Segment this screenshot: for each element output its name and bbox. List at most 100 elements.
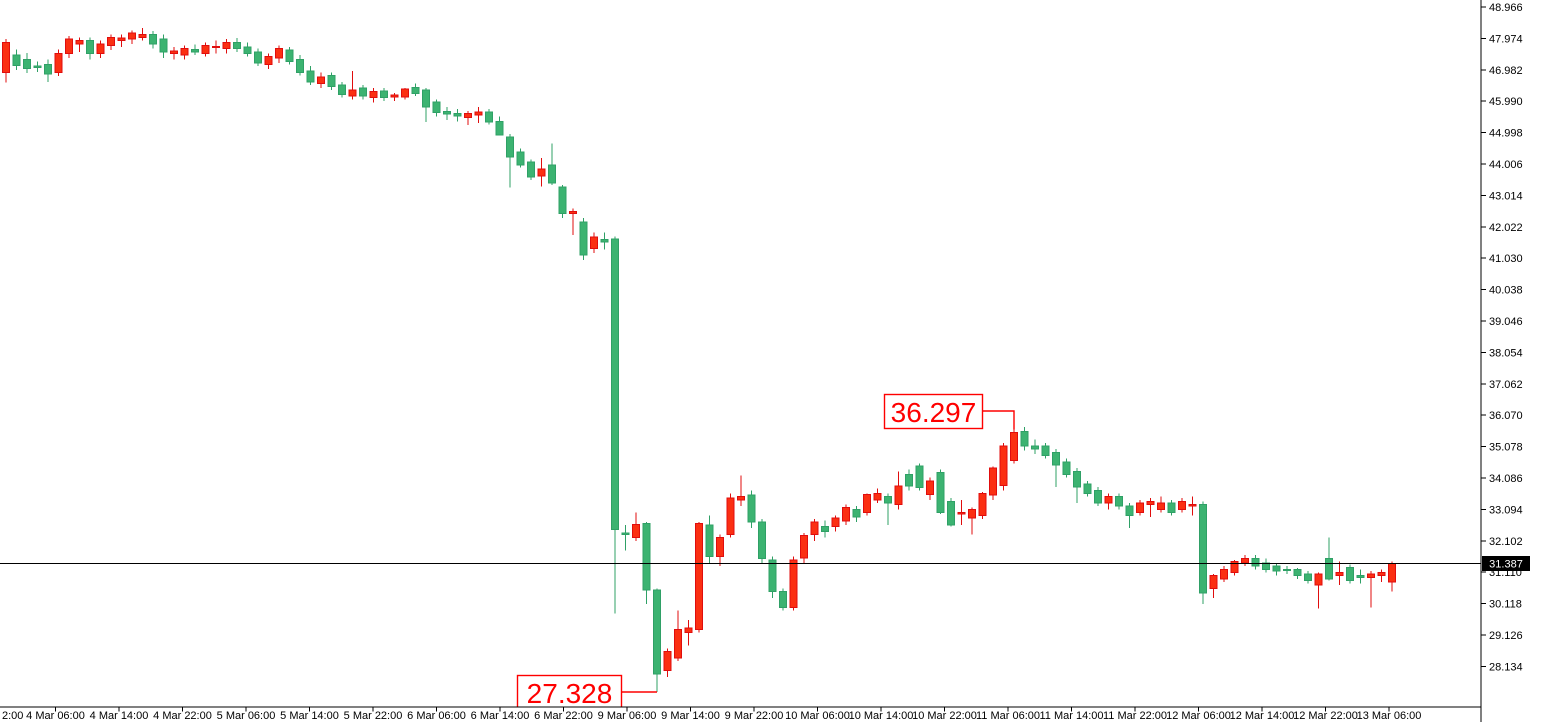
- candle-body: [1304, 573, 1312, 581]
- candle-body: [170, 50, 178, 54]
- candle-body: [96, 43, 105, 54]
- candle-body: [978, 492, 987, 517]
- price-tick-label: 44.998: [1489, 128, 1523, 140]
- annotation-box[interactable]: [883, 393, 984, 430]
- candle-body: [590, 236, 598, 249]
- candle: [1115, 493, 1123, 510]
- candle: [537, 157, 546, 187]
- candle: [317, 72, 325, 89]
- candle: [842, 504, 850, 526]
- candle-body: [884, 496, 892, 504]
- candle-body: [852, 508, 861, 518]
- annotation-box[interactable]: [516, 674, 623, 711]
- price-annotation-low[interactable]: 27.328: [516, 674, 658, 711]
- candle-body: [317, 76, 325, 84]
- time-tick-label: 10 Mar 14:00: [849, 710, 914, 722]
- candle-body: [779, 591, 787, 608]
- candle-body: [1083, 483, 1092, 494]
- candle: [170, 47, 178, 60]
- candle-body: [810, 521, 819, 536]
- time-axis[interactable]: 2:00 4 Mar 06:00 4 Mar 14:00 4 Mar 22:00 5 M…: [2, 707, 1421, 722]
- candle: [191, 44, 199, 55]
- candle: [1031, 439, 1039, 454]
- candle: [275, 45, 283, 63]
- candle-body: [653, 589, 661, 675]
- candle: [611, 236, 619, 614]
- time-tick-label: 11 Mar 14:00: [1039, 710, 1103, 722]
- candle-body: [138, 33, 147, 39]
- candle: [86, 37, 94, 60]
- time-tick-label: 11 Mar 22:00: [1103, 710, 1167, 722]
- candle-body: [1188, 504, 1197, 507]
- candle: [558, 184, 567, 219]
- candle: [1388, 561, 1396, 592]
- candle-body: [369, 90, 378, 99]
- candle-body: [275, 48, 283, 59]
- candle-body: [432, 101, 441, 113]
- candle-body: [726, 497, 735, 536]
- candle-body: [747, 494, 756, 523]
- candle-body: [1293, 568, 1302, 577]
- candle-body: [54, 52, 63, 73]
- candle-body: [537, 168, 546, 177]
- candle: [65, 35, 73, 59]
- candle-body: [1062, 461, 1071, 475]
- candle: [296, 54, 304, 76]
- candle-body: [128, 32, 136, 40]
- candle: [264, 53, 273, 70]
- candle-body: [527, 161, 535, 178]
- candle: [338, 81, 346, 98]
- time-tick-label: 4 Mar 14:00: [90, 710, 149, 722]
- candle: [852, 506, 861, 522]
- candle-body: [894, 485, 903, 506]
- candle-body: [1283, 568, 1291, 572]
- candle: [1041, 442, 1050, 459]
- candle-body: [737, 496, 745, 501]
- candle: [1083, 480, 1092, 497]
- candle-body: [33, 65, 42, 69]
- candle: [905, 469, 913, 491]
- time-tick-label: 10 Mar 06:00: [785, 710, 850, 722]
- candle-body: [642, 522, 651, 591]
- candle: [957, 499, 966, 526]
- candle-body: [863, 494, 871, 513]
- candle-body: [338, 84, 346, 96]
- candle: [495, 116, 504, 136]
- time-tick-label: 9 Mar 14:00: [661, 710, 720, 722]
- candle: [401, 88, 409, 100]
- candle: [947, 498, 955, 527]
- candle: [390, 92, 399, 101]
- candle: [23, 52, 31, 74]
- candle-body: [905, 473, 913, 487]
- candle-body: [159, 38, 168, 53]
- price-axis[interactable]: 48.966 47.974 46.982 45.990 44.998 44.006 43.0…: [1481, 2, 1523, 673]
- candle: [128, 30, 136, 44]
- candle: [1377, 569, 1386, 583]
- candle: [422, 88, 430, 123]
- candle: [915, 463, 924, 491]
- candle-body: [1230, 560, 1239, 574]
- time-tick-label: 6 Mar 06:00: [407, 710, 466, 722]
- candle-body: [758, 521, 766, 559]
- candle-body: [443, 111, 451, 115]
- candle: [1367, 570, 1375, 608]
- candle: [1062, 458, 1071, 478]
- candle-body: [264, 56, 273, 65]
- candle-body: [243, 46, 252, 54]
- candle: [926, 477, 934, 500]
- price-tick-label: 32.102: [1489, 536, 1523, 548]
- candle-body: [611, 238, 619, 531]
- candle-body: [716, 537, 724, 558]
- candle: [12, 49, 21, 70]
- time-tick-label: 6 Mar 14:00: [471, 710, 530, 722]
- candle: [695, 521, 703, 633]
- price-annotation-high[interactable]: 36.297: [883, 393, 1015, 430]
- candle: [464, 111, 472, 125]
- time-tick-label: 5 Mar 06:00: [217, 710, 276, 722]
- candle-body: [359, 87, 367, 97]
- candle: [285, 47, 294, 65]
- time-tick-label: 4 Mar 22:00: [153, 710, 212, 722]
- candle: [684, 620, 693, 646]
- candle-body: [831, 517, 840, 527]
